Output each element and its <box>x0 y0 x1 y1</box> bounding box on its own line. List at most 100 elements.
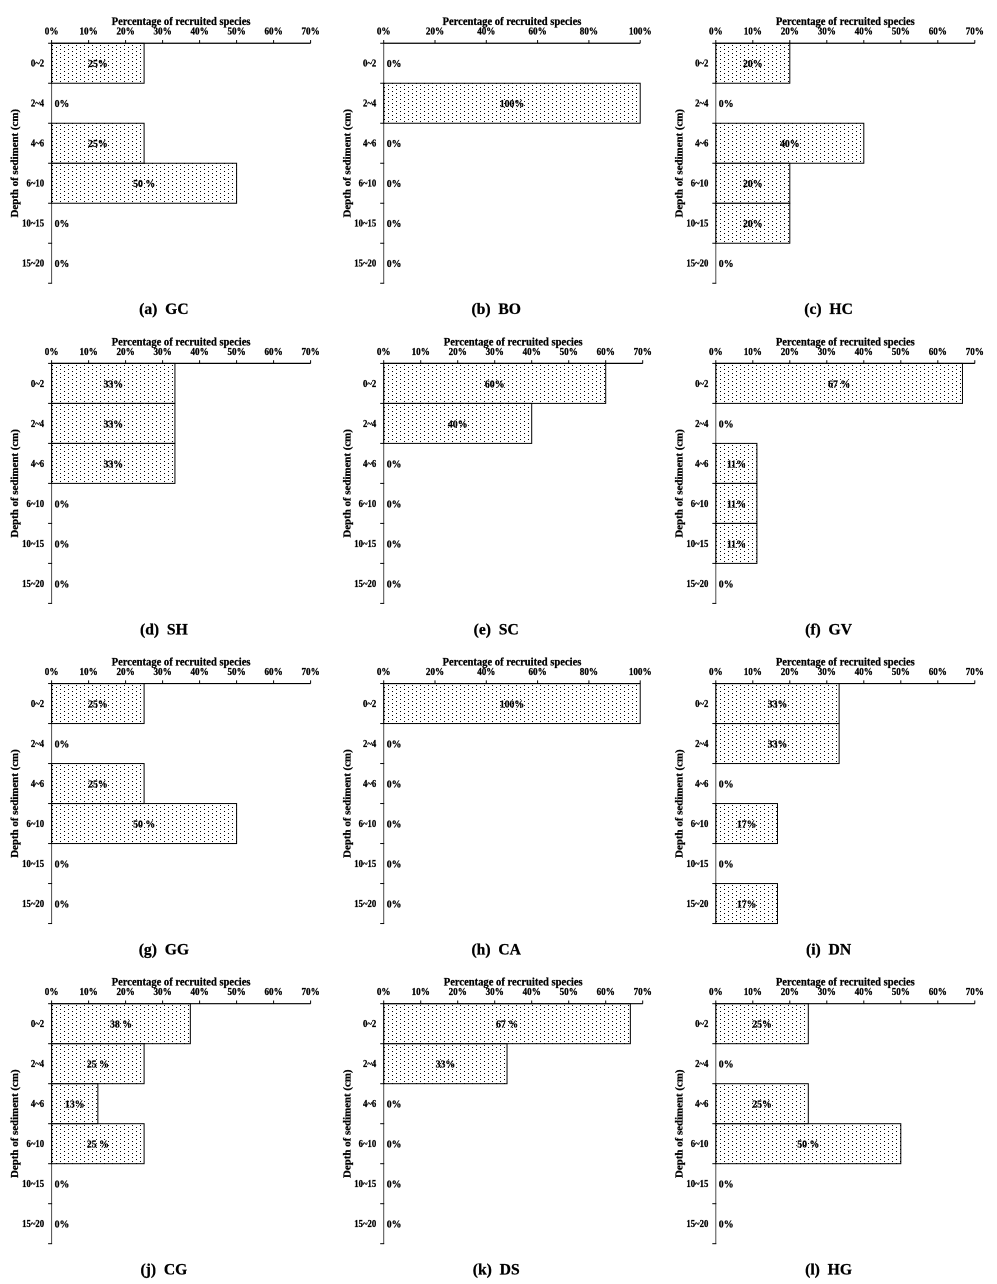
svg-text:0~2: 0~2 <box>363 699 376 710</box>
svg-text:33%: 33% <box>768 698 788 710</box>
svg-text:20%: 20% <box>781 347 799 358</box>
svg-text:30%: 30% <box>818 987 836 998</box>
svg-text:Depth of sediment (cm): Depth of sediment (cm) <box>9 109 21 218</box>
svg-text:0~2: 0~2 <box>363 379 376 390</box>
svg-text:11%: 11% <box>727 458 746 470</box>
svg-text:0~2: 0~2 <box>695 699 708 710</box>
svg-text:0~2: 0~2 <box>695 379 708 390</box>
svg-text:Percentage of recruited specie: Percentage of recruited species <box>776 14 915 28</box>
svg-text:10%: 10% <box>744 667 762 678</box>
svg-text:50%: 50% <box>892 27 910 38</box>
svg-text:0%: 0% <box>709 27 723 38</box>
svg-text:40%: 40% <box>191 347 209 358</box>
svg-text:30%: 30% <box>486 347 504 358</box>
svg-text:60%: 60% <box>265 667 283 678</box>
svg-text:60%: 60% <box>929 347 947 358</box>
svg-text:80%: 80% <box>580 27 598 38</box>
svg-text:15~20: 15~20 <box>22 579 44 590</box>
svg-text:4~6: 4~6 <box>363 139 376 150</box>
svg-text:0%: 0% <box>55 258 70 270</box>
svg-text:0%: 0% <box>387 1219 402 1231</box>
svg-text:Depth of sediment (cm): Depth of sediment (cm) <box>341 429 353 538</box>
svg-text:4~6: 4~6 <box>695 139 708 150</box>
svg-text:50%: 50% <box>228 987 246 998</box>
svg-text:0%: 0% <box>377 987 391 998</box>
svg-text:70%: 70% <box>966 667 984 678</box>
svg-text:0%: 0% <box>709 667 723 678</box>
svg-text:0%: 0% <box>45 987 59 998</box>
svg-text:Percentage of recruited specie: Percentage of recruited species <box>112 975 251 989</box>
svg-text:60%: 60% <box>529 27 547 38</box>
svg-text:50%: 50% <box>560 987 578 998</box>
svg-text:25%: 25% <box>88 698 108 710</box>
svg-text:30%: 30% <box>154 347 172 358</box>
svg-text:0%: 0% <box>45 347 59 358</box>
svg-text:0%: 0% <box>55 218 70 230</box>
svg-text:40%: 40% <box>191 987 209 998</box>
svg-text:33%: 33% <box>436 1059 456 1071</box>
svg-text:60%: 60% <box>929 987 947 998</box>
svg-text:0%: 0% <box>719 1219 734 1231</box>
svg-text:60%: 60% <box>929 667 947 678</box>
svg-text:0%: 0% <box>55 898 70 910</box>
svg-text:33%: 33% <box>103 378 123 390</box>
svg-text:2~4: 2~4 <box>31 99 44 110</box>
svg-text:50%: 50% <box>892 667 910 678</box>
svg-text:15~20: 15~20 <box>354 1219 376 1230</box>
svg-text:0%: 0% <box>387 58 402 70</box>
svg-text:(b) BO: (b) BO <box>471 301 520 318</box>
svg-text:60%: 60% <box>597 987 615 998</box>
svg-text:Percentage of recruited specie: Percentage of recruited species <box>444 975 583 989</box>
svg-text:Percentage of recruited specie: Percentage of recruited species <box>112 654 251 668</box>
svg-text:2~4: 2~4 <box>695 739 708 750</box>
svg-text:10~15: 10~15 <box>686 859 708 870</box>
svg-text:6~10: 6~10 <box>359 179 377 190</box>
svg-text:50%: 50% <box>228 27 246 38</box>
svg-text:6~10: 6~10 <box>359 499 377 510</box>
svg-text:(h) CA: (h) CA <box>471 942 521 959</box>
svg-text:4~6: 4~6 <box>31 1099 44 1110</box>
svg-text:100%: 100% <box>629 667 652 678</box>
svg-text:100%: 100% <box>500 698 524 710</box>
svg-text:10~15: 10~15 <box>686 219 708 230</box>
svg-text:0%: 0% <box>719 1179 734 1191</box>
svg-text:0%: 0% <box>45 27 59 38</box>
svg-text:10~15: 10~15 <box>22 539 44 550</box>
svg-text:0%: 0% <box>387 218 402 230</box>
svg-text:0%: 0% <box>55 858 70 870</box>
svg-text:60%: 60% <box>485 378 505 390</box>
svg-text:0%: 0% <box>55 1179 70 1191</box>
svg-text:0%: 0% <box>387 138 402 150</box>
svg-text:40%: 40% <box>191 27 209 38</box>
svg-text:70%: 70% <box>302 667 320 678</box>
svg-text:50%: 50% <box>892 347 910 358</box>
svg-text:20%: 20% <box>117 347 135 358</box>
svg-text:20%: 20% <box>781 27 799 38</box>
svg-text:0%: 0% <box>45 667 59 678</box>
svg-text:0%: 0% <box>387 1099 402 1111</box>
svg-text:25%: 25% <box>88 778 108 790</box>
svg-text:2~4: 2~4 <box>31 739 44 750</box>
svg-text:40%: 40% <box>855 667 873 678</box>
svg-text:50 %: 50 % <box>133 818 155 830</box>
svg-text:Depth of sediment (cm): Depth of sediment (cm) <box>341 1069 353 1178</box>
svg-text:25 %: 25 % <box>87 1139 109 1151</box>
svg-text:30%: 30% <box>154 27 172 38</box>
svg-text:4~6: 4~6 <box>363 779 376 790</box>
svg-text:(k) DS: (k) DS <box>473 1262 520 1279</box>
svg-text:20%: 20% <box>449 347 467 358</box>
svg-text:2~4: 2~4 <box>363 739 376 750</box>
svg-text:2~4: 2~4 <box>363 99 376 110</box>
svg-text:(g) GG: (g) GG <box>139 942 190 959</box>
svg-text:Depth of sediment (cm): Depth of sediment (cm) <box>9 749 21 858</box>
svg-text:15~20: 15~20 <box>354 899 376 910</box>
svg-text:(d) SH: (d) SH <box>140 621 188 638</box>
svg-text:70%: 70% <box>634 987 652 998</box>
svg-text:20%: 20% <box>743 178 763 190</box>
svg-text:Percentage of recruited specie: Percentage of recruited species <box>776 334 915 348</box>
svg-text:15~20: 15~20 <box>22 259 44 270</box>
svg-text:2~4: 2~4 <box>695 1059 708 1070</box>
svg-text:6~10: 6~10 <box>27 819 45 830</box>
svg-text:Percentage of recruited specie: Percentage of recruited species <box>443 654 582 668</box>
svg-text:70%: 70% <box>302 27 320 38</box>
